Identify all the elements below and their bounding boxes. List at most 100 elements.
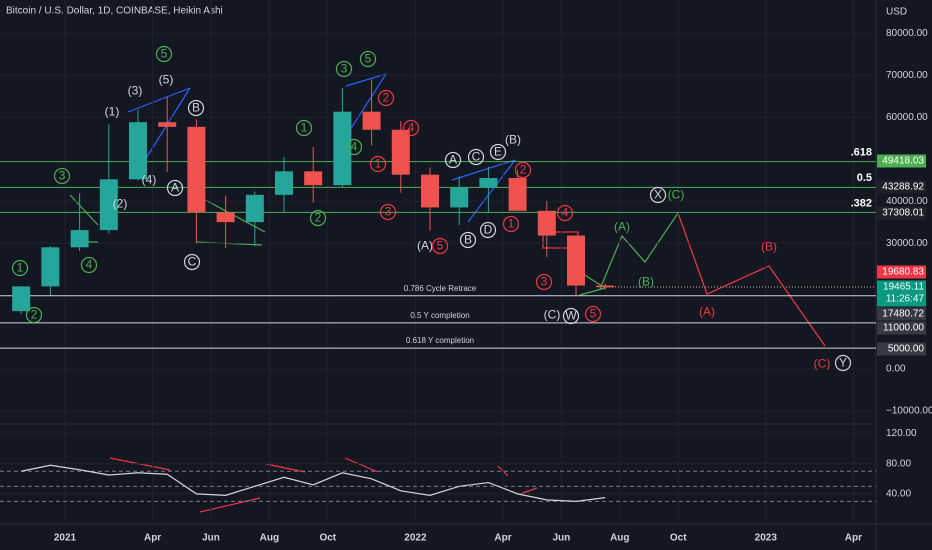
x-tick-label: 2023 (755, 533, 778, 544)
wave-label: Y (839, 356, 847, 370)
wave-label: (A) (417, 239, 433, 253)
y-tick-label: −10000.00 (886, 406, 932, 417)
rsi-tick-label: 80.00 (886, 458, 911, 469)
level-label: 37308.01 (882, 208, 924, 219)
x-tick-label: Aug (610, 533, 629, 544)
wave-label: 1 (375, 157, 382, 171)
wave-label: 1 (17, 261, 24, 275)
wave-label: C (188, 255, 197, 269)
wave-circle (166, 179, 184, 197)
wave-label: (5) (159, 73, 174, 87)
y-tick-label: 70000.00 (886, 70, 928, 81)
wave-label: 1 (508, 217, 515, 231)
candle-body (596, 285, 615, 288)
wave-label: A (449, 153, 457, 167)
wave-circle (402, 119, 420, 137)
wave-circle (309, 209, 327, 227)
level-name: 0.5 (857, 172, 872, 184)
level-box (877, 321, 926, 335)
x-tick-label: Apr (494, 533, 511, 544)
x-tick-label: Jun (553, 533, 571, 544)
price-badge (877, 280, 926, 307)
wave-circle (53, 167, 71, 185)
wave-circle (345, 138, 363, 156)
trend-lines (69, 194, 679, 296)
wave-circle (459, 231, 477, 249)
wave-label: E (494, 145, 502, 159)
price-badge (877, 265, 926, 279)
x-tick-label: 2022 (404, 533, 427, 544)
wave-label: 3 (59, 169, 66, 183)
wave-label: (A) (699, 305, 715, 319)
candle-body (187, 126, 206, 213)
candle-body (450, 187, 469, 208)
level-box (877, 342, 926, 356)
wave-circle (295, 119, 313, 137)
level-name: 0.786 Cycle Retrace (404, 284, 477, 293)
candle-body (99, 179, 118, 231)
wave-label: (4) (142, 173, 157, 187)
wave-label: 3 (541, 275, 548, 289)
wave-label: 4 (408, 121, 415, 135)
wave-label: (3) (128, 84, 143, 98)
wave-label: (C) (668, 188, 685, 202)
x-tick-label: Oct (670, 533, 687, 544)
projection-lines (109, 212, 826, 513)
wave-circle (187, 99, 205, 117)
wave-circle (562, 307, 580, 325)
wave-circle (431, 237, 449, 255)
wave-circle (11, 259, 29, 277)
wave-label: (B) (505, 133, 521, 147)
wave-label: (C) (814, 357, 831, 371)
wave-label: 4 (562, 206, 569, 220)
wave-label: X (654, 188, 662, 202)
wave-label: 4 (86, 258, 93, 272)
wave-circle (335, 60, 353, 78)
wave-label: 1 (301, 121, 308, 135)
x-tick-label: Aug (260, 533, 279, 544)
wave-label: 2 (31, 308, 38, 322)
price-badge-label: 19680.83 (882, 267, 924, 278)
level-label: 11000.00 (883, 323, 924, 334)
x-tick-label: Jun (202, 533, 220, 544)
wave-circle (535, 273, 553, 291)
wave-label: 3 (385, 205, 392, 219)
candle-body (508, 178, 527, 211)
wave-circle (379, 203, 397, 221)
wave-circle (502, 215, 520, 233)
wave-label: B (464, 233, 472, 247)
wave-label: 2 (315, 211, 322, 225)
rsi-tick-label: 40.00 (886, 489, 911, 500)
wave-label: 4 (351, 140, 358, 154)
candle-body (158, 122, 177, 127)
candle-body (421, 174, 439, 208)
wave-label: D (484, 223, 493, 237)
wave-label: (B) (761, 240, 777, 254)
chart-title: Bitcoin / U.S. Dollar, 1D, COINBASE, Hei… (6, 6, 223, 17)
level-box (877, 307, 926, 321)
candle-body (129, 122, 147, 180)
wave-label: (B) (638, 275, 654, 289)
wave-label: A (171, 181, 179, 195)
rsi-tick-label: 120.00 (886, 428, 917, 439)
candle-body (275, 171, 293, 195)
wave-label: (C) (544, 308, 561, 322)
candle-body (333, 111, 352, 186)
level-name: .618 (851, 146, 872, 158)
candle-body (41, 247, 60, 287)
level-box (877, 154, 926, 168)
wave-circle (584, 305, 602, 323)
wave-circle (556, 204, 574, 222)
wave-label: 5 (590, 307, 597, 321)
wave-label: 5 (161, 47, 168, 61)
candle-body (567, 235, 585, 286)
level-name: 0.618 Y completion (406, 336, 474, 345)
candle-body (391, 129, 410, 175)
candle-body (479, 178, 498, 188)
level-label: 49418.03 (882, 156, 924, 167)
wave-circle (834, 354, 852, 372)
wave-circle (183, 253, 201, 271)
wave-label: 2 (520, 163, 527, 177)
wave-label: 2 (383, 91, 390, 105)
wave-label: W (565, 309, 577, 323)
